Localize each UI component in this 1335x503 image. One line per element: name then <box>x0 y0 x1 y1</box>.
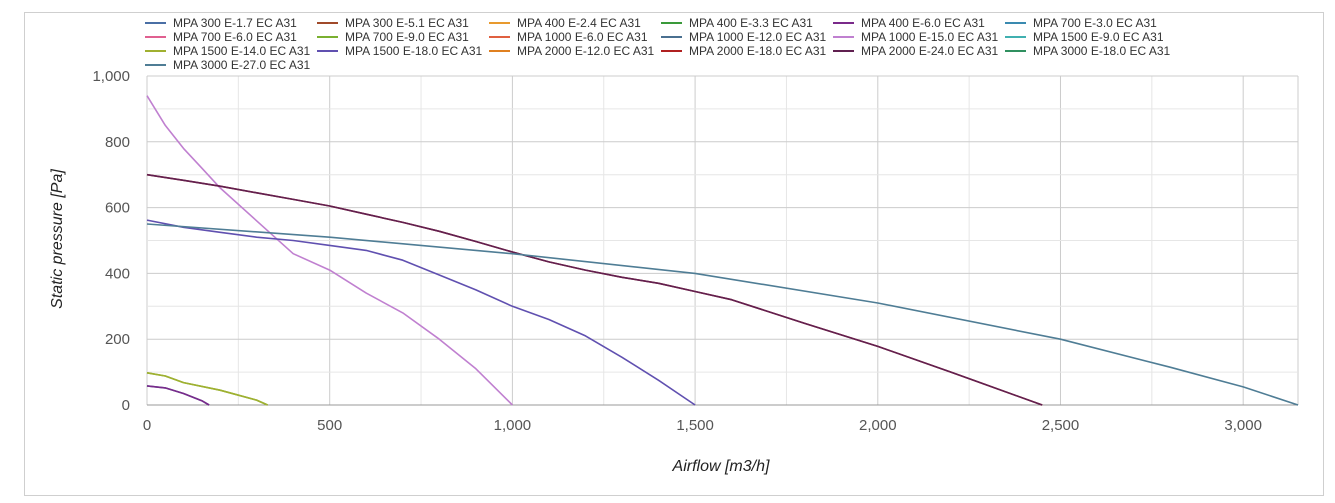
series-line <box>146 173 1043 406</box>
legend-label: MPA 700 E-6.0 EC A31 <box>173 30 297 44</box>
legend-label: MPA 700 E-9.0 EC A31 <box>345 30 469 44</box>
legend-item[interactable]: MPA 2000 E-12.0 EC A31 <box>489 44 655 58</box>
y-tick-label: 0 <box>122 397 130 414</box>
legend-item[interactable]: MPA 1500 E-9.0 EC A31 <box>1005 30 1164 44</box>
series-line <box>146 385 210 406</box>
legend-item[interactable]: MPA 300 E-1.7 EC A31 <box>145 16 297 30</box>
x-tick-label: 500 <box>317 417 342 434</box>
series-line <box>146 372 268 406</box>
legend-label: MPA 400 E-6.0 EC A31 <box>861 16 985 30</box>
legend-label: MPA 1500 E-18.0 EC A31 <box>345 44 483 58</box>
legend-item[interactable]: MPA 1500 E-18.0 EC A31 <box>317 44 483 58</box>
series-line <box>146 219 696 406</box>
y-tick-label: 400 <box>105 265 130 282</box>
legend-label: MPA 1500 E-14.0 EC A31 <box>173 44 311 58</box>
legend-label: MPA 1000 E-6.0 EC A31 <box>517 30 648 44</box>
legend-item[interactable]: MPA 700 E-6.0 EC A31 <box>145 30 297 44</box>
series-line <box>146 95 513 406</box>
series-line <box>146 385 210 406</box>
x-tick-label: 1,500 <box>676 417 714 434</box>
legend-item[interactable]: MPA 400 E-6.0 EC A31 <box>833 16 985 30</box>
series-line <box>146 173 1043 406</box>
y-tick-label: 800 <box>105 134 130 151</box>
series-line <box>146 372 268 406</box>
y-tick-label: 1,000 <box>92 68 130 85</box>
legend-label: MPA 1000 E-12.0 EC A31 <box>689 30 827 44</box>
x-axis-title: Airflow [m3/h] <box>672 458 770 475</box>
legend-label: MPA 400 E-3.3 EC A31 <box>689 16 813 30</box>
legend-item[interactable]: MPA 1500 E-14.0 EC A31 <box>145 44 311 58</box>
legend-label: MPA 2000 E-24.0 EC A31 <box>861 44 999 58</box>
legend-item[interactable]: MPA 700 E-9.0 EC A31 <box>317 30 469 44</box>
legend-label: MPA 300 E-1.7 EC A31 <box>173 16 297 30</box>
legend-item[interactable]: MPA 2000 E-18.0 EC A31 <box>661 44 827 58</box>
x-tick-label: 2,000 <box>859 417 897 434</box>
series-line <box>146 223 1299 406</box>
y-tick-label: 600 <box>105 200 130 217</box>
x-axis-ticks: 0 500 1,000 1,500 2,000 2,500 3,000 <box>143 417 1262 434</box>
chart-frame: MPA 300 E-1.7 EC A31 MPA 300 E-5.1 EC A31… <box>24 12 1324 496</box>
legend-item[interactable]: MPA 400 E-2.4 EC A31 <box>489 16 641 30</box>
legend-label: MPA 2000 E-18.0 EC A31 <box>689 44 827 58</box>
legend-item[interactable]: MPA 1000 E-6.0 EC A31 <box>489 30 648 44</box>
legend-label: MPA 2000 E-12.0 EC A31 <box>517 44 655 58</box>
legend-item[interactable]: MPA 2000 E-24.0 EC A31 <box>833 44 999 58</box>
series-layer <box>146 95 1299 406</box>
legend-item[interactable]: MPA 3000 E-18.0 EC A31 <box>1005 44 1171 58</box>
y-axis-ticks: 0 200 400 600 800 1,000 <box>92 68 130 414</box>
legend-label: MPA 1500 E-9.0 EC A31 <box>1033 30 1164 44</box>
x-tick-label: 3,000 <box>1224 417 1262 434</box>
legend-item[interactable]: MPA 400 E-3.3 EC A31 <box>661 16 813 30</box>
legend-item[interactable]: MPA 700 E-3.0 EC A31 <box>1005 16 1157 30</box>
y-axis-title: Static pressure [Pa] <box>49 169 66 309</box>
legend-item[interactable]: MPA 300 E-5.1 EC A31 <box>317 16 469 30</box>
legend-label: MPA 1000 E-15.0 EC A31 <box>861 30 999 44</box>
y-tick-label: 200 <box>105 331 130 348</box>
legend-label: MPA 700 E-3.0 EC A31 <box>1033 16 1157 30</box>
legend-item[interactable]: MPA 1000 E-15.0 EC A31 <box>833 30 999 44</box>
legend-label: MPA 400 E-2.4 EC A31 <box>517 16 641 30</box>
x-tick-label: 0 <box>143 417 151 434</box>
grid <box>146 75 1299 406</box>
legend: MPA 300 E-1.7 EC A31 MPA 300 E-5.1 EC A31… <box>145 16 1171 72</box>
legend-item[interactable]: MPA 3000 E-27.0 EC A31 <box>145 58 311 72</box>
line-chart: MPA 300 E-1.7 EC A31 MPA 300 E-5.1 EC A31… <box>49 16 1299 475</box>
legend-label: MPA 3000 E-27.0 EC A31 <box>173 58 311 72</box>
legend-label: MPA 3000 E-18.0 EC A31 <box>1033 44 1171 58</box>
legend-label: MPA 300 E-5.1 EC A31 <box>345 16 469 30</box>
x-tick-label: 2,500 <box>1042 417 1080 434</box>
x-tick-label: 1,000 <box>494 417 532 434</box>
legend-item[interactable]: MPA 1000 E-12.0 EC A31 <box>661 30 827 44</box>
